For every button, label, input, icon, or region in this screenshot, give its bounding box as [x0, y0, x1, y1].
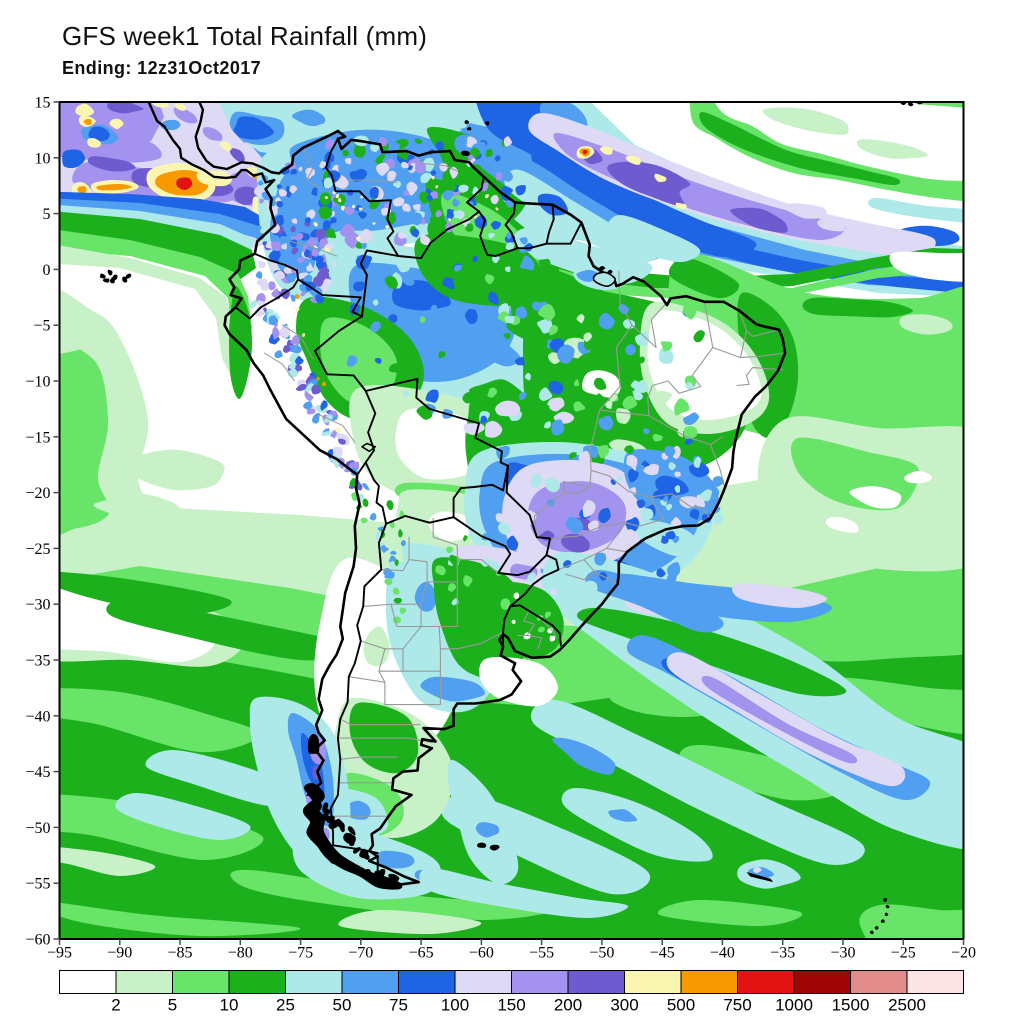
svg-text:−35: −35 [25, 653, 50, 670]
svg-text:−80: −80 [228, 945, 253, 962]
svg-text:150: 150 [497, 996, 525, 1015]
svg-text:−85: −85 [167, 945, 192, 962]
svg-text:2500: 2500 [888, 996, 926, 1015]
svg-text:−40: −40 [25, 708, 50, 725]
svg-text:1500: 1500 [832, 996, 870, 1015]
svg-text:2: 2 [111, 996, 120, 1015]
svg-text:200: 200 [554, 996, 582, 1015]
svg-text:−65: −65 [409, 945, 434, 962]
svg-text:−35: −35 [770, 945, 795, 962]
svg-text:5: 5 [168, 996, 177, 1015]
svg-text:500: 500 [667, 996, 695, 1015]
svg-text:−25: −25 [25, 541, 50, 558]
svg-text:5: 5 [43, 206, 51, 223]
svg-text:−20: −20 [25, 485, 50, 502]
svg-text:10: 10 [35, 150, 51, 167]
svg-text:−5: −5 [33, 318, 50, 335]
svg-text:−25: −25 [891, 945, 916, 962]
svg-text:750: 750 [723, 996, 751, 1015]
svg-text:100: 100 [441, 996, 469, 1015]
svg-text:50: 50 [333, 996, 352, 1015]
svg-text:0: 0 [43, 262, 51, 279]
svg-text:−20: −20 [951, 945, 976, 962]
svg-text:−45: −45 [650, 945, 675, 962]
svg-text:−55: −55 [25, 876, 50, 893]
svg-text:−50: −50 [589, 945, 614, 962]
svg-text:75: 75 [389, 996, 408, 1015]
svg-text:−45: −45 [25, 764, 50, 781]
svg-text:−95: −95 [47, 945, 72, 962]
svg-text:−55: −55 [529, 945, 554, 962]
svg-text:−70: −70 [348, 945, 373, 962]
svg-text:−30: −30 [830, 945, 855, 962]
svg-text:15: 15 [35, 95, 51, 112]
svg-text:−90: −90 [107, 945, 132, 962]
svg-text:−15: −15 [25, 429, 50, 446]
svg-text:−50: −50 [25, 820, 50, 837]
svg-text:−40: −40 [710, 945, 735, 962]
svg-text:−60: −60 [469, 945, 494, 962]
svg-text:25: 25 [276, 996, 295, 1015]
svg-text:1000: 1000 [775, 996, 813, 1015]
svg-text:−60: −60 [25, 932, 50, 949]
svg-text:−10: −10 [25, 374, 50, 391]
svg-text:−75: −75 [288, 945, 313, 962]
svg-text:−30: −30 [25, 597, 50, 614]
svg-text:10: 10 [220, 996, 239, 1015]
svg-text:300: 300 [610, 996, 638, 1015]
